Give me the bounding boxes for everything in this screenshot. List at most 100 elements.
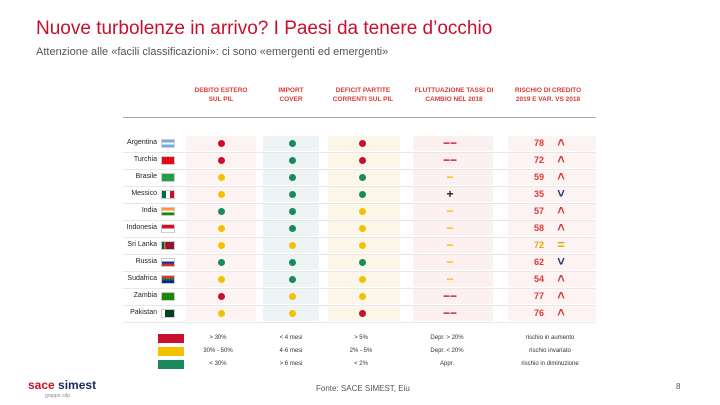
debt-indicator-dot [218, 259, 225, 266]
legend-debt-label: 30% - 50% [203, 348, 233, 354]
trend-down-icon: ˅ [557, 254, 565, 269]
deficit-indicator-dot [359, 140, 366, 147]
deficit-indicator-dot [359, 310, 366, 317]
flag-icon-india [161, 207, 175, 216]
import-indicator-dot [289, 225, 296, 232]
import-indicator-dot [289, 259, 296, 266]
row-divider [123, 254, 596, 255]
trend-up-icon: ˄ [557, 152, 565, 167]
cell-background [413, 272, 493, 287]
debt-indicator-dot [218, 276, 225, 283]
trend-up-icon: ˄ [557, 169, 565, 184]
cell-background [413, 170, 493, 185]
row-divider [123, 186, 596, 187]
flag-icon-argentina [161, 139, 175, 148]
table-row: Russia − 62 ˅ [123, 254, 596, 271]
legend-debt-label: > 30% [209, 335, 227, 341]
legend-fx-label: Depr. < 20% [430, 348, 464, 354]
column-header-import: IMPORT COVER [278, 87, 304, 103]
debt-indicator-dot [218, 225, 225, 232]
import-indicator-dot [289, 310, 296, 317]
cell-background [508, 187, 596, 202]
debt-indicator-dot [218, 242, 225, 249]
debt-indicator-dot [218, 140, 225, 147]
table-row: Argentina −− 78 ˄ [123, 135, 596, 152]
fx-indicator: −− [442, 289, 457, 303]
cell-background [508, 289, 596, 304]
legend-swatch-green [158, 360, 184, 369]
risk-score: 58 [533, 223, 544, 233]
country-name-messico: Messico [131, 190, 157, 197]
column-header-risk: RISCHIO DI CREDITO 2019 E VAR. vs 2018 [514, 87, 582, 103]
table-row: India − 57 ˄ [123, 203, 596, 220]
cell-background [413, 221, 493, 236]
row-divider [123, 237, 596, 238]
risk-score: 78 [533, 138, 544, 148]
risk-score: 35 [533, 189, 544, 199]
country-name-turchia: Turchia [133, 156, 157, 163]
risk-score: 54 [533, 274, 544, 284]
table-row: Sudafrica − 54 ˄ [123, 271, 596, 288]
debt-indicator-dot [218, 310, 225, 317]
cell-background [413, 204, 493, 219]
row-divider [123, 152, 596, 153]
fx-indicator: − [446, 204, 454, 218]
country-name-zambia: Zambia [133, 292, 157, 299]
fx-indicator: −− [442, 136, 457, 150]
cell-background [508, 204, 596, 219]
trend-up-icon: ˄ [557, 135, 565, 150]
fx-indicator: + [446, 187, 454, 201]
legend-import-label: 4-6 mesi [279, 348, 303, 354]
flag-icon-brasile [161, 173, 175, 182]
cell-background [413, 136, 493, 151]
cell-background [508, 221, 596, 236]
legend-import-label: < 4 mesi [279, 335, 303, 341]
legend-deficit-label: < 2% [354, 361, 368, 367]
legend-fx-label: Depr. > 20% [430, 335, 464, 341]
fx-indicator: − [446, 170, 454, 184]
import-indicator-dot [289, 293, 296, 300]
deficit-indicator-dot [359, 208, 366, 215]
risk-score: 76 [533, 308, 544, 318]
table-row: Messico +35 ˅ [123, 186, 596, 203]
cell-background [413, 238, 493, 253]
flag-icon-pakistan [161, 309, 175, 318]
import-indicator-dot [289, 157, 296, 164]
debt-indicator-dot [218, 157, 225, 164]
risk-score: 62 [533, 257, 544, 267]
logo-simest: simest [54, 378, 97, 392]
column-header-deficit: DEFICIT PARTITE CORRENTI SUL PIL [332, 87, 394, 103]
cell-background [508, 153, 596, 168]
risk-score: 59 [533, 172, 544, 182]
cell-background [508, 170, 596, 185]
logo-tagline: gruppo cdp [45, 393, 71, 399]
country-name-indonesia: Indonesia [126, 224, 157, 231]
table-row: Zambia −− 77 ˄ [123, 288, 596, 305]
import-indicator-dot [289, 174, 296, 181]
fx-indicator: − [446, 272, 454, 286]
legend-risk-label: rischio invariato [529, 348, 571, 354]
risk-score: 77 [533, 291, 544, 301]
table-row: Sri Lanka − 72 = [123, 237, 596, 254]
cell-background [508, 255, 596, 270]
flag-icon-russia [161, 258, 175, 267]
page-title: Nuove turbolenze in arrivo? I Paesi da t… [36, 18, 493, 39]
risk-score: 72 [533, 155, 544, 165]
debt-indicator-dot [218, 174, 225, 181]
row-divider [123, 322, 596, 323]
row-divider [123, 271, 596, 272]
legend-fx-label: Appr. [439, 361, 454, 367]
deficit-indicator-dot [359, 191, 366, 198]
country-name-russia: Russia [135, 258, 157, 265]
page-number: 8 [676, 382, 681, 391]
cell-background [508, 272, 596, 287]
column-header-debt: DEBITO ESTERO SUL PIL [194, 87, 248, 103]
flag-icon-indonesia [161, 224, 175, 233]
legend-swatch-yellow [158, 347, 184, 356]
country-name-argentina: Argentina [127, 139, 157, 146]
trend-up-icon: ˄ [557, 203, 565, 218]
country-name-brasile: Brasile [135, 173, 157, 180]
logo: sace simest [28, 378, 96, 392]
trend-down-icon: ˅ [557, 186, 565, 201]
cell-background [413, 255, 493, 270]
